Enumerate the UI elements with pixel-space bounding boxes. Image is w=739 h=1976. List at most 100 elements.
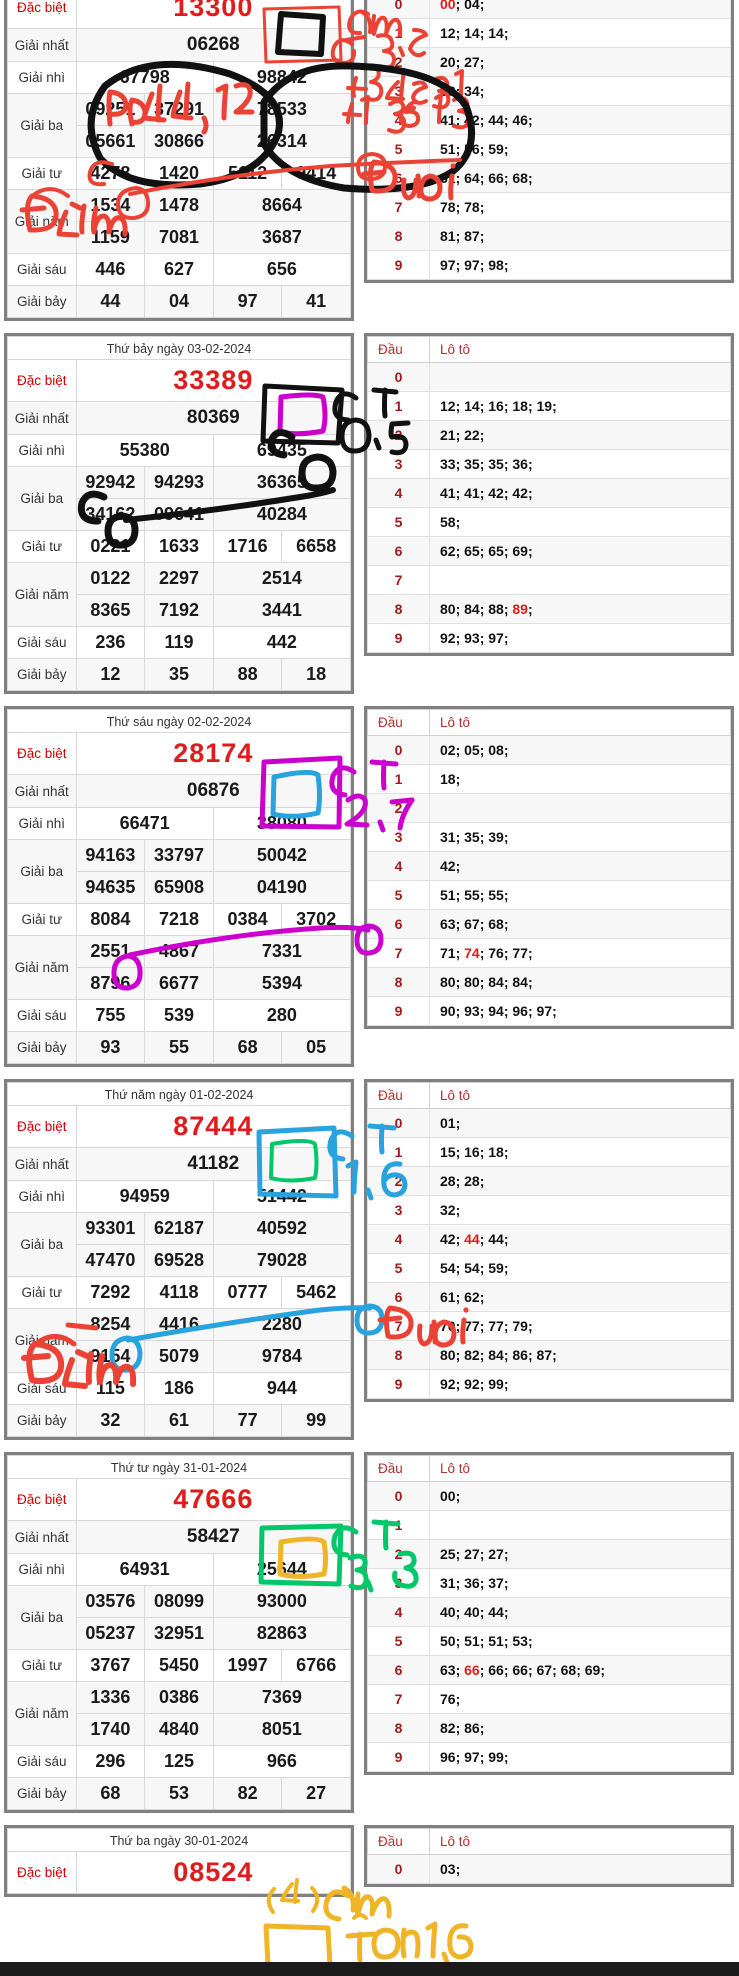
prize-label-fourth: Giải tư [7,157,77,190]
loto-numbers-cell: 12; 14; 16; 18; 19; [429,391,731,421]
prize-value-fourth: 9414 [281,157,351,190]
table-row: Đặc biệt 33389 [7,359,352,402]
prize-value-sixth: 236 [75,626,146,659]
table-row: 7 76; [367,1684,731,1714]
prize-value-special: 47666 [75,1478,352,1521]
prize-label-special: Đặc biệt [7,1851,77,1894]
table-row: 8 80; 84; 88; 89; [367,594,731,624]
table-row: 2 20; 27; [367,47,731,77]
loto-numbers-cell: 31; 35; 39; [429,822,731,852]
prize-value-seventh: 93 [75,1031,146,1064]
prize-value-second: 98842 [212,61,352,94]
table-row: 2 21; 22; [367,420,731,450]
result-block: Thứ sáu ngày 02-02-2024 Đặc biệt 28174 Giải… [0,706,739,1067]
prize-value-seventh: 99 [281,1404,351,1437]
loto-dau-cell: 8 [367,967,430,997]
prize-value-third: 36365 [212,466,352,499]
table-row: 1 [367,1510,731,1540]
table-row: Giải bảy 12 35 88 18 [7,658,351,691]
loto-dau-cell: 4 [367,478,430,508]
prize-table-card: Thứ năm ngày 01-02-2024 Đặc biệt 87444 Giải… [4,1079,354,1440]
table-row: 1 15; 16; 18; [367,1137,731,1167]
prize-value-fifth: 7369 [212,1681,352,1714]
prize-value-seventh: 12 [75,658,146,691]
prize-value-seventh: 88 [212,658,283,691]
loto-highlight: 74 [464,945,480,961]
prize-value-fourth: 7218 [144,903,214,936]
loto-table-card: Đầu Lô tô 0 03; [364,1825,734,1887]
prize-value-second: 66471 [75,807,214,840]
prize-value-third: 94635 [75,871,146,904]
prize-value-seventh: 97 [212,285,283,318]
prize-label-seventh: Giải bảy [7,285,77,318]
prize-value-special: 13300 [75,0,352,29]
loto-numbers-cell: 42; [429,851,731,881]
prize-value-sixth: 944 [212,1372,352,1405]
prize-value-third: 62187 [144,1212,214,1245]
prize-value-second: 51442 [212,1180,352,1213]
loto-dau-cell: 1 [367,391,430,421]
prize-label-fourth: Giải tư [7,1276,77,1309]
prize-value-third: 08099 [144,1585,214,1618]
table-row: 8 81; 87; [367,221,731,251]
loto-dau-cell: 0 [367,1854,430,1884]
prize-label-first: Giải nhất [7,401,77,435]
prize-value-third: 34162 [75,498,146,531]
prize-value-seventh: 44 [75,285,146,318]
loto-numbers-cell: 00; 04; [429,0,731,19]
prize-value-first: 80369 [75,401,352,435]
loto-dau-cell: 9 [367,1369,430,1399]
prize-value-first: 06876 [75,774,352,808]
loto-dau-cell: 7 [367,938,430,968]
loto-dau-cell: 4 [367,1224,430,1254]
table-row: 9 90; 93; 94; 96; 97; [367,996,731,1026]
prize-label-fourth: Giải tư [7,1649,77,1682]
prize-value-sixth: 125 [144,1745,214,1778]
table-row: 5 58; [367,507,731,537]
prize-value-seventh: 68 [75,1777,146,1810]
table-row: Thứ sáu ngày 02-02-2024 [7,709,351,733]
prize-value-third: 47470 [75,1244,146,1277]
prize-value-sixth: 966 [212,1745,352,1778]
table-row: 05237 32951 82863 [8,1617,352,1650]
prize-label-fourth: Giải tư [7,903,77,936]
prize-value-third: 79028 [212,1244,352,1277]
loto-dau-cell: 3 [367,1195,430,1225]
table-row: 8 80; 80; 84; 84; [367,967,731,997]
prize-label-sixth: Giải sáu [7,999,77,1032]
table-row: 1 12; 14; 14; [367,18,731,48]
loto-numbers-cell: 61; 62; [429,1282,731,1312]
table-row: 0 00; 04; [367,0,731,19]
prize-value-second: 38080 [212,807,352,840]
prize-label-sixth: Giải sáu [7,1745,77,1778]
loto-dau-cell: 5 [367,507,430,537]
loto-dau-cell: 1 [367,18,430,48]
prize-label-fourth: Giải tư [7,530,77,563]
loto-numbers-cell: 80; 84; 88; 89; [429,594,731,624]
prize-value-seventh: 05 [281,1031,351,1064]
prize-label-first: Giải nhất [7,1147,77,1181]
loto-header-numbers: Lô tô [429,1828,731,1855]
table-row: 4 42; 44; 44; [367,1224,731,1254]
table-row: Giải nhì 66471 38080 [7,807,352,840]
prize-value-fifth: 0122 [75,562,146,595]
table-row: 2 [367,793,731,823]
loto-numbers-cell: 58; [429,507,731,537]
prize-value-fourth: 6766 [281,1649,351,1682]
loto-numbers-cell: 03; [429,1854,731,1884]
prize-value-fourth: 7292 [75,1276,146,1309]
prize-value-fifth: 4416 [144,1308,214,1341]
prize-value-third: 30866 [144,125,214,158]
prize-value-third: 32951 [144,1617,214,1650]
prize-value-fourth: 5112 [212,157,283,190]
prize-value-fifth: 3687 [212,221,352,254]
loto-numbers-cell [429,793,731,823]
table-row: Giải nhì 94959 51442 [7,1180,352,1213]
prize-label-second: Giải nhì [7,434,77,467]
table-row: Thứ bảy ngày 03-02-2024 [7,336,351,360]
loto-header-dau: Đầu [367,1828,430,1855]
loto-dau-cell: 9 [367,250,430,280]
loto-dau-cell: 0 [367,0,430,19]
table-row: 4 41; 41; 42; 42; [367,478,731,508]
